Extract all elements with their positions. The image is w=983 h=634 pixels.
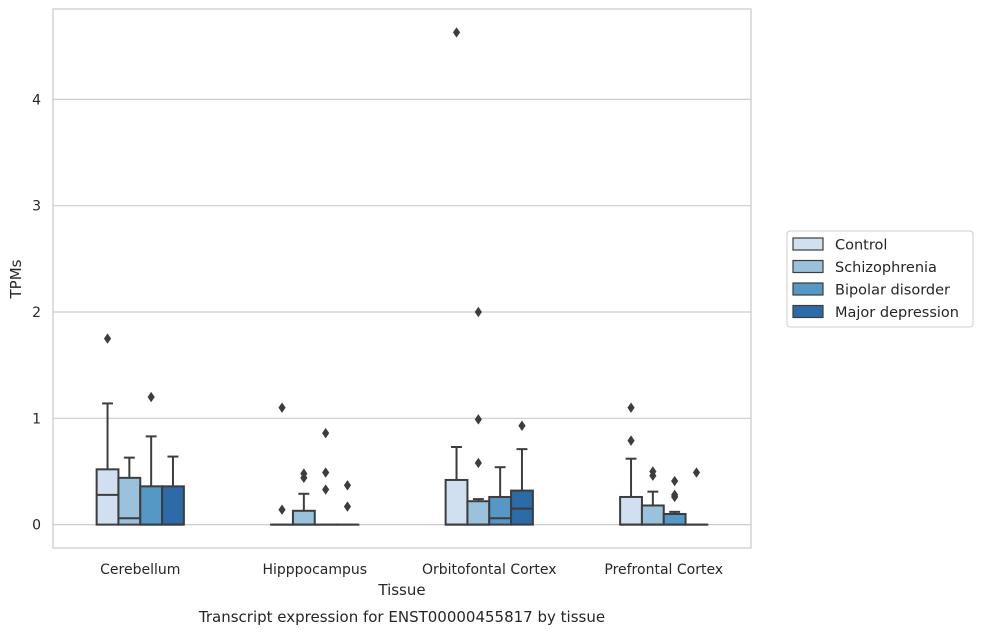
outlier-point (627, 435, 635, 446)
outlier-point (322, 467, 330, 478)
legend-frame (786, 230, 974, 328)
gridlines (53, 98, 751, 526)
outlier-point (278, 504, 286, 515)
y-tick-label: 0 (32, 518, 41, 534)
box-body (95, 468, 120, 526)
x-tick-label: Hipppocampus (262, 562, 367, 578)
outlier-point (671, 475, 679, 487)
outlier-point (300, 472, 308, 484)
y-tick-labels: 0 1 2 3 4 (32, 92, 41, 533)
box-body (640, 504, 665, 526)
outlier-point (671, 491, 679, 503)
legend: Control Schizophrenia Bipolar disorder Majo… (786, 230, 974, 328)
box-2-2 (488, 466, 513, 526)
box-3-1 (640, 490, 665, 526)
outlier-point (343, 501, 352, 512)
box-2-3 (510, 448, 534, 526)
box-3-0 (619, 457, 643, 526)
box-body (444, 478, 469, 526)
outlier-point (474, 306, 482, 318)
box-body (161, 485, 185, 526)
outliers (103, 27, 701, 515)
box-2-1 (466, 498, 491, 526)
outlier-point (322, 484, 330, 495)
outlier-point (452, 27, 461, 38)
x-tick-labels: Cerebellum Hipppocampus Orbitofontal Corte… (100, 562, 723, 578)
boxes (95, 402, 709, 526)
legend-swatch (792, 282, 824, 296)
legend-label: Bipolar disorder (835, 283, 950, 299)
y-axis-label: TPMs (7, 259, 25, 299)
y-tick-label: 1 (32, 411, 41, 427)
box-body (619, 495, 643, 526)
y-tick-label: 3 (32, 199, 41, 215)
outlier-point (474, 457, 482, 469)
box-0-1 (117, 456, 142, 526)
box-2-0 (444, 446, 469, 526)
box-0-0 (95, 402, 120, 526)
outlier-point (474, 414, 482, 425)
box-body (662, 512, 687, 526)
legend-swatch (792, 237, 824, 251)
chart-caption: Transcript expression for ENST0000045581… (198, 608, 605, 626)
y-tick-label: 4 (32, 92, 41, 108)
plot-frame (52, 8, 752, 549)
outlier-point (322, 427, 330, 439)
outlier-point (103, 333, 112, 344)
box-3-2 (662, 510, 687, 526)
box-0-2 (139, 435, 164, 526)
x-axis-label: Tissue (377, 581, 425, 599)
x-tick-label: Orbitofontal Cortex (422, 562, 557, 578)
outlier-point (627, 402, 635, 413)
outlier-point (692, 467, 701, 478)
legend-swatch (792, 304, 824, 319)
box-0-3 (161, 455, 185, 526)
legend-label: Schizophrenia (835, 260, 937, 276)
box-body (139, 485, 164, 526)
box-1-1 (291, 492, 316, 526)
y-tick-label: 2 (32, 305, 41, 321)
legend-swatch (792, 259, 824, 274)
box-body (291, 509, 316, 526)
box-body (488, 495, 513, 526)
legend-label: Major depression (835, 305, 959, 321)
outlier-point (649, 470, 657, 481)
box-body (466, 500, 491, 526)
box-body (510, 489, 534, 526)
legend-label: Control (835, 238, 887, 254)
outlier-point (278, 402, 286, 413)
x-tick-label: Cerebellum (100, 562, 180, 578)
x-tick-label: Prefrontal Cortex (604, 562, 723, 578)
outlier-point (343, 480, 352, 491)
outlier-point (518, 420, 526, 431)
outlier-point (147, 391, 155, 403)
